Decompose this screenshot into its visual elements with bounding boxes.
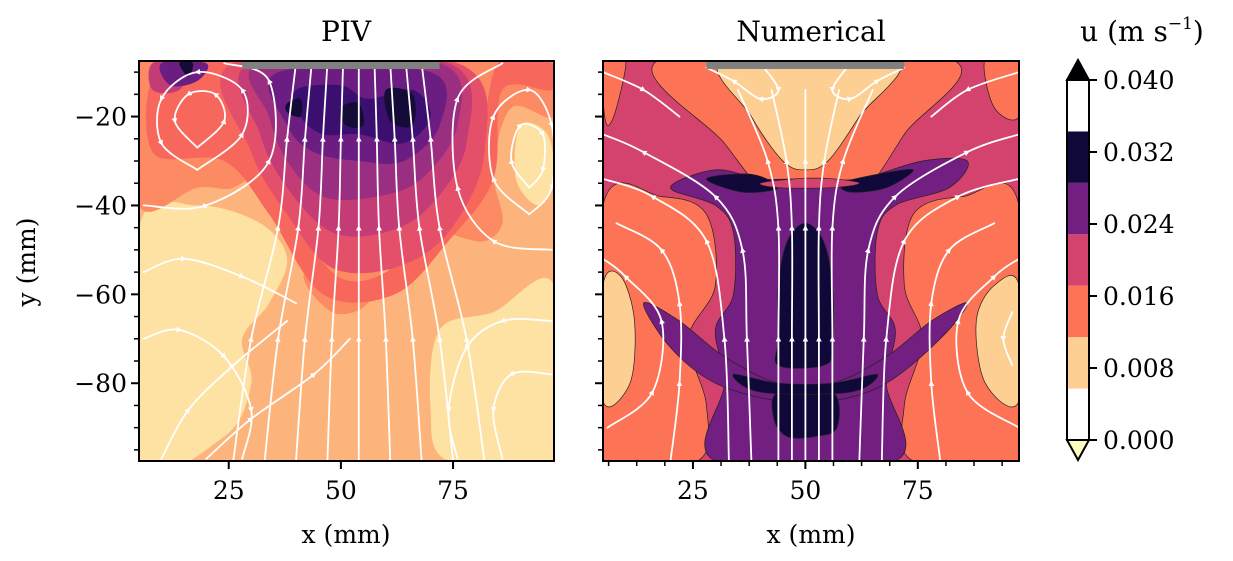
piv-panel: 25 50 75 −20 −40 −60 −80 [74, 60, 555, 505]
numerical-masked-region [706, 61, 905, 69]
streamline [815, 89, 840, 461]
colorbar-tick-label: 0.032 [1103, 138, 1175, 167]
piv-title: PIV [321, 15, 372, 48]
colorbar-bands [1067, 80, 1089, 440]
streamline [160, 320, 288, 460]
streamline [451, 62, 553, 251]
streamline [142, 62, 277, 210]
y-tick-label: −40 [74, 191, 127, 220]
x-tick-label: 75 [902, 476, 934, 505]
colorbar-label: u (m s−1) [1080, 14, 1204, 48]
streamline [1000, 311, 1014, 367]
streamline [770, 89, 795, 461]
piv-contours [139, 61, 554, 461]
colorbar-band [1067, 131, 1089, 183]
x-tick-label: 25 [677, 476, 709, 505]
piv-ticks: 25 50 75 −20 −40 −60 −80 [74, 71, 469, 505]
streamline [603, 133, 753, 461]
colorbar-tick-label: 0.040 [1103, 66, 1175, 95]
streamline [142, 255, 297, 305]
colorbar-tick-label: 0.000 [1103, 426, 1175, 455]
colorbar-label-main: u (m s [1080, 15, 1168, 48]
streamline [603, 71, 681, 118]
colorbar-label-close: ) [1193, 15, 1204, 48]
streamline [205, 337, 351, 460]
streamline [373, 62, 392, 461]
y-tick-label: −60 [74, 280, 127, 309]
numerical-streamlines [603, 62, 1019, 461]
piv-ylabel: y (mm) [12, 218, 41, 308]
streamline [705, 62, 782, 103]
colorbar-frame [1066, 79, 1090, 441]
streamline [445, 317, 553, 460]
colorbar-band [1067, 182, 1089, 235]
colorbar-band [1067, 234, 1089, 286]
colorbar-ticks: 0.000 0.008 0.016 0.024 0.032 0.040 [1089, 66, 1175, 455]
streamline [880, 177, 1019, 461]
streamline [490, 370, 553, 460]
streamline [829, 89, 874, 461]
y-tick-label: −20 [74, 103, 127, 132]
colorbar-tick-label: 0.024 [1103, 210, 1175, 239]
streamline [737, 89, 782, 461]
streamline [405, 62, 454, 461]
numerical-panel: 25 50 75 [595, 60, 1020, 505]
streamline [603, 177, 730, 461]
streamline [389, 62, 423, 461]
numerical-xlabel: x (mm) [767, 520, 856, 549]
piv-masked-region [242, 61, 440, 69]
colorbar-band [1067, 337, 1089, 389]
streamline [928, 222, 996, 461]
streamline [858, 133, 1019, 461]
y-tick-label: −80 [74, 369, 127, 398]
colorbar-tick-label: 0.016 [1103, 282, 1175, 311]
streamline [615, 222, 683, 461]
piv-axes-frame [138, 60, 555, 462]
x-tick-label: 25 [213, 476, 245, 505]
numerical-title: Numerical [736, 15, 885, 48]
streamline [142, 326, 254, 460]
colorbar-label-exponent: −1 [1168, 14, 1193, 34]
colorbar-band [1067, 388, 1089, 440]
streamline [930, 71, 1019, 118]
piv-xlabel: x (mm) [302, 520, 391, 549]
colorbar-band [1067, 285, 1089, 338]
contour-fill [603, 61, 627, 126]
colorbar-extend-max-arrow [1065, 57, 1091, 81]
piv-streamlines [142, 62, 554, 461]
x-tick-label: 75 [437, 476, 469, 505]
numerical-contours [603, 61, 1019, 461]
numerical-ticks: 25 50 75 [595, 71, 1003, 505]
numerical-axes-frame [602, 60, 1020, 462]
colorbar-tick-label: 0.008 [1103, 354, 1175, 383]
x-tick-label: 50 [325, 476, 357, 505]
colorbar-extend-min-arrow [1065, 439, 1091, 463]
colorbar: u (m s−1) 0.000 0.008 0.016 0.024 0.032 0.040 [1065, 14, 1204, 463]
colorbar-band [1067, 80, 1089, 132]
streamline [954, 257, 1019, 429]
streamline [508, 122, 547, 189]
streamline [326, 62, 344, 461]
x-tick-label: 50 [789, 476, 821, 505]
streamline [829, 62, 906, 103]
